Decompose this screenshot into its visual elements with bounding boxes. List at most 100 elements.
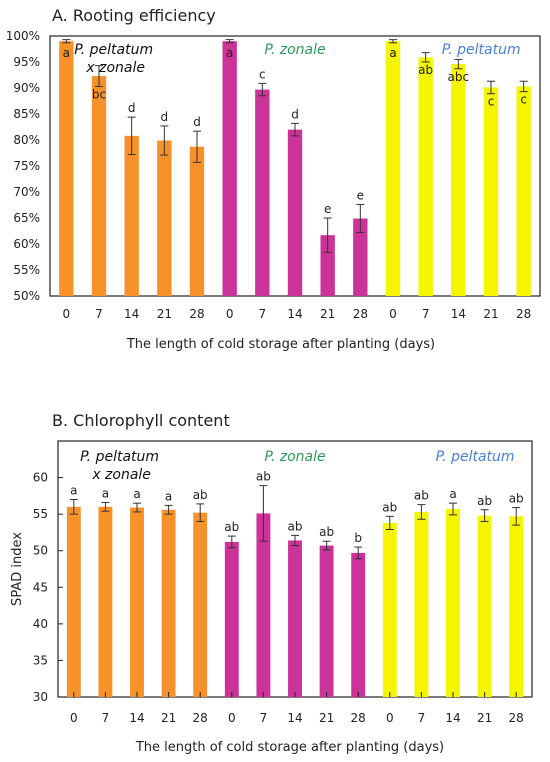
significance-letter: e: [324, 202, 331, 216]
bar: [193, 512, 208, 697]
bar: [130, 507, 144, 697]
significance-letter: a: [389, 46, 396, 60]
x-tick-label: 21: [161, 711, 176, 725]
x-tick-label: 0: [386, 711, 394, 725]
significance-letter: a: [165, 489, 172, 503]
group-label: P. peltatum: [442, 42, 521, 58]
bar: [222, 41, 237, 297]
bar: [382, 522, 397, 697]
y-tick-label: 50: [33, 544, 48, 558]
y-tick-label: 40: [33, 617, 48, 631]
bar: [157, 140, 172, 296]
group-label: P. zonale: [264, 449, 325, 465]
x-tick-label: 21: [483, 307, 498, 321]
bar: [256, 513, 271, 697]
significance-letter: ab: [509, 492, 524, 506]
group-label-line2: x zonale: [85, 60, 145, 76]
bar: [451, 64, 466, 296]
significance-letter: ab: [418, 63, 433, 77]
y-tick-label: 60%: [13, 237, 40, 251]
bar: [98, 506, 113, 697]
significance-letter: ab: [193, 488, 208, 502]
significance-letter: e: [357, 188, 364, 202]
bar: [287, 129, 303, 296]
x-tick-label: 0: [228, 711, 236, 725]
x-tick-label: 28: [351, 711, 366, 725]
significance-letter: a: [70, 484, 77, 498]
bar: [59, 41, 74, 297]
y-tick-label: 100%: [6, 29, 40, 43]
y-tick-label: 60: [33, 471, 48, 485]
x-tick-label: 7: [95, 307, 103, 321]
bar: [320, 235, 335, 296]
x-tick-label: 14: [124, 307, 139, 321]
bar: [385, 41, 401, 297]
x-tick-label: 21: [319, 711, 334, 725]
group-label: P. peltatum: [80, 449, 159, 465]
significance-letter: a: [102, 486, 109, 500]
bar: [288, 540, 302, 697]
chart-title: A. Rooting efficiency: [52, 6, 216, 25]
bar: [224, 541, 239, 697]
y-tick-label: 55: [33, 507, 48, 521]
significance-letter: c: [488, 95, 495, 109]
x-tick-label: 21: [157, 307, 172, 321]
x-tick-label: 28: [353, 307, 368, 321]
y-tick-label: 90%: [13, 81, 40, 95]
bar: [91, 76, 107, 296]
bar: [509, 516, 524, 697]
x-tick-label: 7: [418, 711, 426, 725]
bar: [414, 511, 429, 697]
bar: [189, 146, 205, 296]
significance-letter: bc: [92, 87, 106, 101]
significance-letter: a: [449, 487, 456, 501]
significance-letter: a: [63, 46, 70, 60]
x-tick-label: 28: [193, 711, 208, 725]
bar: [124, 135, 139, 296]
bar: [446, 509, 460, 697]
x-tick-label: 14: [445, 711, 460, 725]
y-tick-label: 75%: [13, 159, 40, 173]
y-tick-label: 50%: [13, 289, 40, 303]
significance-letter: d: [291, 107, 299, 121]
bar: [319, 545, 334, 697]
significance-letter: a: [133, 487, 140, 501]
x-tick-label: 0: [70, 711, 78, 725]
significance-letter: d: [161, 110, 169, 124]
group-label: P. zonale: [264, 42, 325, 58]
x-tick-label: 0: [389, 307, 397, 321]
chart-title: B. Chlorophyll content: [52, 411, 230, 430]
significance-letter: ab: [256, 470, 271, 484]
x-tick-label: 14: [129, 711, 144, 725]
x-tick-label: 28: [516, 307, 531, 321]
panel-b-chlorophyll-content: B. Chlorophyll content 30 35 40 45 50 55 60 SPAD…: [10, 411, 533, 755]
y-tick-label: 80%: [13, 133, 40, 147]
x-axis-title: The length of cold storage after plantin…: [135, 740, 444, 755]
x-axis-title: The length of cold storage after plantin…: [126, 337, 435, 352]
bar: [66, 506, 81, 697]
bar: [477, 515, 492, 697]
bar: [255, 89, 270, 296]
significance-letter: abc: [448, 70, 470, 84]
bar: [353, 218, 368, 296]
x-tick-label: 28: [189, 307, 204, 321]
significance-letter: c: [520, 93, 527, 107]
x-tick-label: 7: [102, 711, 110, 725]
x-tick-label: 28: [509, 711, 524, 725]
y-tick-label: 30: [33, 690, 48, 704]
y-tick-label: 85%: [13, 107, 40, 121]
x-tick-label: 14: [451, 307, 466, 321]
significance-letter: d: [193, 115, 201, 129]
x-tick-label: 21: [477, 711, 492, 725]
bar: [351, 552, 366, 697]
x-tick-label: 7: [260, 711, 268, 725]
bar: [161, 509, 176, 697]
y-tick-label: 95%: [13, 55, 40, 69]
x-tick-label: 21: [320, 307, 335, 321]
significance-letter: a: [226, 46, 233, 60]
y-tick-label: 70%: [13, 185, 40, 199]
x-tick-label: 0: [63, 307, 71, 321]
bar: [516, 86, 531, 296]
significance-letter: ab: [477, 494, 492, 508]
